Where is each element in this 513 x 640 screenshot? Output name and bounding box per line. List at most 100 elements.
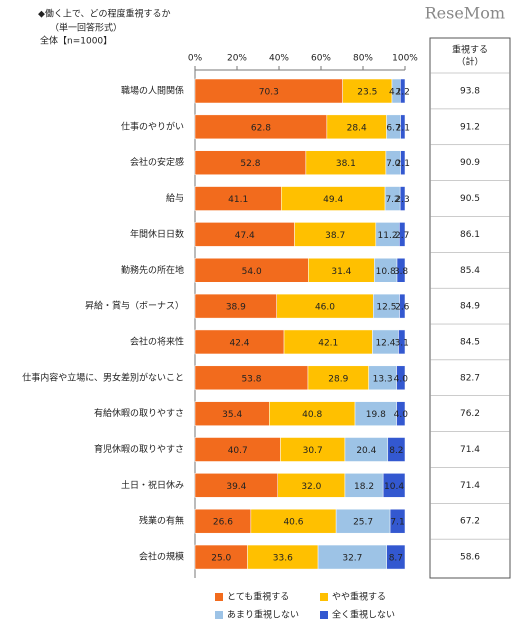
- data-label: 40.7: [228, 446, 248, 456]
- data-label: 32.0: [301, 482, 321, 492]
- bar-segment: [398, 329, 406, 355]
- data-label: 35.4: [222, 410, 242, 420]
- data-label: 19.8: [366, 410, 386, 420]
- data-label: 10.4: [384, 482, 404, 492]
- data-label: 4.0: [389, 88, 404, 98]
- bar-segment: [396, 365, 406, 391]
- data-label: 18.2: [354, 482, 374, 492]
- chart-title: ◆働く上で、どの程度重視するか: [38, 8, 171, 20]
- category-label: 仕事内容や立場に、男女差別がないこと: [22, 371, 184, 383]
- bar-segment: [387, 437, 406, 462]
- x-tick-label: 60%: [311, 54, 331, 64]
- total-value: 90.5: [460, 194, 480, 204]
- bar-segment: [354, 401, 397, 426]
- data-label: 42.1: [318, 338, 338, 348]
- bar-segment: [194, 401, 270, 426]
- data-label: 40.8: [302, 410, 322, 420]
- bar-segment: [277, 473, 346, 498]
- data-label: 26.6: [213, 518, 233, 528]
- bar-segment: [194, 473, 278, 498]
- bar-segment: [368, 365, 397, 391]
- total-value: 93.8: [460, 87, 480, 97]
- data-label: 31.4: [331, 267, 351, 277]
- data-label: 30.7: [303, 446, 323, 456]
- bar-segment: [372, 329, 399, 355]
- bar-segment: [194, 508, 252, 534]
- data-label: 38.7: [325, 231, 345, 241]
- bar-segment: [396, 258, 406, 283]
- bar-segment: [396, 401, 406, 426]
- bar-segment: [194, 293, 277, 319]
- x-tick-label: 20%: [227, 54, 247, 64]
- data-label: 12.4: [375, 338, 395, 348]
- category-label: 会社の安定感: [130, 156, 184, 168]
- data-label: 3.8: [394, 267, 409, 277]
- x-tick-label: 100%: [392, 54, 418, 64]
- total-value: 84.9: [460, 302, 480, 312]
- bar-segment: [317, 544, 387, 570]
- data-label: 2.7: [395, 231, 409, 241]
- data-label: 2.3: [395, 195, 409, 205]
- data-label: 38.9: [226, 303, 246, 313]
- data-label: 62.8: [251, 123, 271, 133]
- bar-segment: [399, 222, 406, 247]
- total-value: 86.1: [460, 230, 480, 240]
- data-label: 10.8: [376, 267, 396, 277]
- total-value: 67.2: [460, 517, 480, 527]
- chart-subtitle: （単一回答形式）: [50, 22, 122, 34]
- total-value: 82.7: [460, 373, 480, 383]
- data-label: 46.0: [315, 303, 335, 313]
- legend-label: あまり重視しない: [227, 609, 299, 621]
- bar-segment: [194, 365, 309, 391]
- data-label: 7.1: [390, 518, 404, 528]
- x-tick-label: 40%: [269, 54, 289, 64]
- category-label: 仕事のやりがい: [121, 120, 184, 132]
- bar-segment: [250, 508, 337, 534]
- data-label: 7.0: [386, 159, 401, 169]
- total-value: 91.2: [460, 122, 480, 132]
- total-value: 85.4: [460, 266, 480, 276]
- bar-segment: [399, 293, 406, 319]
- bar-segment: [280, 437, 346, 462]
- totals-box: [429, 37, 511, 579]
- total-value: 71.4: [460, 445, 480, 455]
- category-label: 勤務先の所在地: [121, 264, 184, 276]
- data-label: 6.7: [386, 123, 400, 133]
- category-label: 有給休暇の取りやすさ: [94, 407, 184, 419]
- legend-swatch: [215, 611, 223, 619]
- bar-segment: [194, 329, 285, 355]
- data-label: 28.4: [347, 123, 367, 133]
- category-label: 残業の有無: [139, 515, 184, 527]
- data-label: 38.1: [336, 159, 356, 169]
- category-label: 土日・祝日休み: [121, 479, 184, 491]
- data-label: 49.4: [323, 195, 343, 205]
- data-label: 2.1: [396, 159, 410, 169]
- total-value: 76.2: [460, 409, 480, 419]
- data-label: 2.1: [396, 123, 410, 133]
- data-label: 3.1: [395, 338, 409, 348]
- bar-segment: [307, 365, 369, 391]
- data-label: 40.6: [283, 518, 303, 528]
- data-label: 2.6: [395, 303, 410, 313]
- bar-segment: [386, 544, 406, 570]
- data-label: 33.6: [273, 554, 293, 564]
- legend-swatch: [320, 593, 328, 601]
- total-value: 71.4: [460, 481, 480, 491]
- data-label: 70.3: [259, 88, 279, 98]
- data-label: 23.5: [357, 88, 377, 98]
- bar-segment: [400, 150, 406, 175]
- legend-label: やや重視する: [332, 591, 386, 603]
- legend-label: 全く重視しない: [332, 609, 395, 621]
- data-label: 7.2: [385, 195, 399, 205]
- legend-label: とても重視する: [227, 591, 289, 603]
- total-value: 58.6: [460, 553, 480, 563]
- bar-segment: [281, 186, 386, 211]
- data-label: 4.0: [394, 410, 409, 420]
- bar-segment: [342, 78, 393, 104]
- category-label: 育児休暇の取りやすさ: [94, 443, 184, 455]
- data-label: 53.8: [241, 374, 261, 384]
- data-label: 42.4: [229, 338, 249, 348]
- bar-segment: [247, 544, 319, 570]
- chart-subtitle: 全体【n=1000】: [40, 35, 112, 47]
